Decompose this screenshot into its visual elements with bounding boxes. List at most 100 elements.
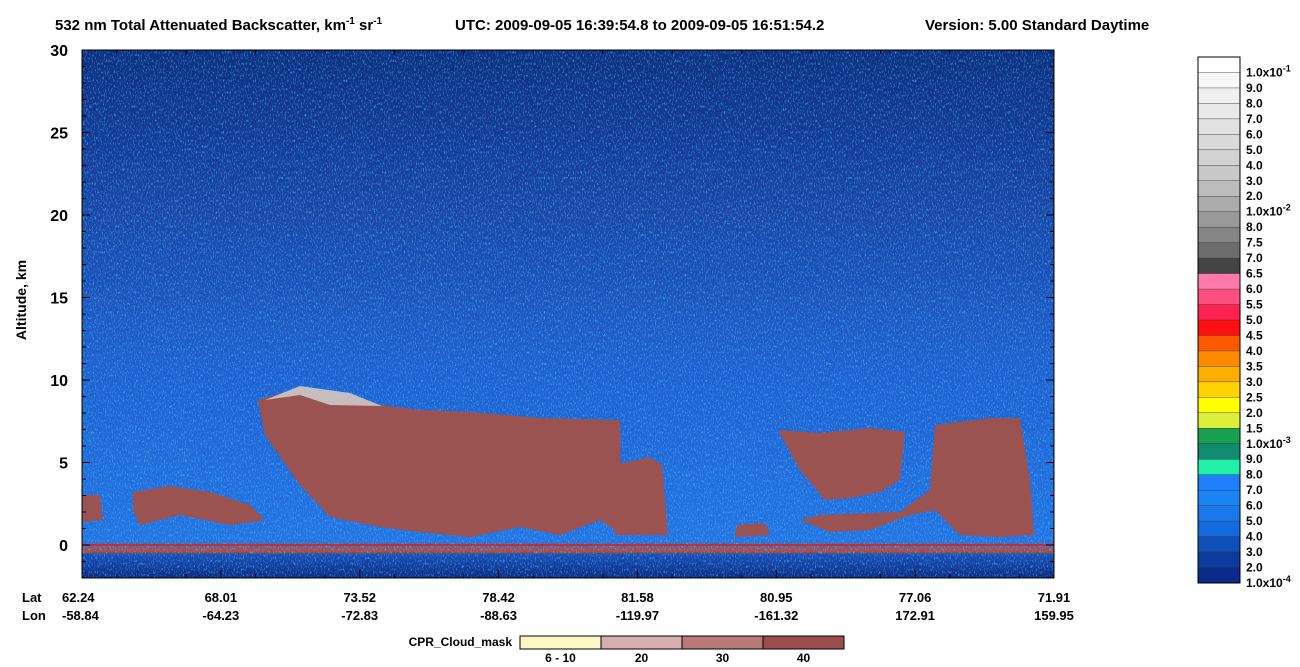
colorbar-swatch xyxy=(1197,257,1241,274)
colorbar: 1.0x10-19.08.07.06.05.04.03.02.01.0x10-2… xyxy=(1197,56,1291,590)
cloud-feature xyxy=(615,457,668,535)
lat-row-label: Lat xyxy=(22,590,42,605)
colorbar-label: 7.0 xyxy=(1246,251,1263,265)
colorbar-swatch xyxy=(1197,273,1241,290)
colorbar-label: 5.0 xyxy=(1246,143,1263,157)
colorbar-swatch xyxy=(1197,474,1241,491)
cloud-mask-bin-label: 30 xyxy=(716,651,730,665)
lat-tick-label: 73.52 xyxy=(343,590,376,605)
y-tick-label: 20 xyxy=(50,208,68,225)
lon-row-label: Lon xyxy=(22,608,46,623)
colorbar-swatch xyxy=(1197,118,1241,135)
colorbar-label: 3.0 xyxy=(1246,545,1263,559)
colorbar-swatch xyxy=(1197,428,1241,445)
colorbar-label: 3.5 xyxy=(1246,359,1263,373)
colorbar-swatch xyxy=(1197,165,1241,182)
colorbar-swatch xyxy=(1197,567,1241,584)
y-tick-label: 10 xyxy=(50,373,68,390)
colorbar-label: 5.0 xyxy=(1246,313,1263,327)
colorbar-label: 8.0 xyxy=(1246,468,1263,482)
lat-tick-label: 77.06 xyxy=(899,590,932,605)
colorbar-label: 2.0 xyxy=(1246,406,1263,420)
colorbar-label: 2.5 xyxy=(1246,390,1263,404)
lat-tick-label: 78.42 xyxy=(482,590,515,605)
colorbar-label: 1.5 xyxy=(1246,421,1263,435)
cloud-feature xyxy=(133,486,265,525)
colorbar-label: 9.0 xyxy=(1246,81,1263,95)
colorbar-frame xyxy=(1197,56,1241,584)
y-axis-label: Altitude, km xyxy=(13,260,29,340)
y-tick-label: 25 xyxy=(50,126,68,143)
colorbar-swatch xyxy=(1197,304,1241,321)
colorbar-label: 7.5 xyxy=(1246,236,1263,250)
colorbar-swatch xyxy=(1197,242,1241,259)
colorbar-swatch xyxy=(1197,381,1241,398)
y-tick-label: 0 xyxy=(59,538,68,555)
lat-tick-label: 71.91 xyxy=(1038,590,1071,605)
colorbar-label: 4.0 xyxy=(1246,344,1263,358)
colorbar-swatch xyxy=(1197,288,1241,305)
lon-tick-label: -72.83 xyxy=(341,608,378,623)
cloud-mask-swatch xyxy=(519,635,602,650)
colorbar-label: 2.0 xyxy=(1246,561,1263,575)
colorbar-label: 3.0 xyxy=(1246,375,1263,389)
colorbar-label: 6.0 xyxy=(1246,127,1263,141)
colorbar-swatch xyxy=(1197,87,1241,104)
cloud-feature xyxy=(258,388,622,537)
colorbar-label: 4.0 xyxy=(1246,158,1263,172)
lon-tick-label: -58.84 xyxy=(62,608,100,623)
colorbar-label: 8.0 xyxy=(1246,96,1263,110)
colorbar-swatch xyxy=(1197,489,1241,507)
colorbar-label: 8.0 xyxy=(1246,220,1263,234)
cloud-feature xyxy=(778,428,905,500)
colorbar-swatch xyxy=(1197,366,1241,383)
colorbar-swatch xyxy=(1197,319,1241,336)
cloud-mask-bin-label: 40 xyxy=(797,651,811,665)
colorbar-label: 7.0 xyxy=(1246,112,1263,126)
colorbar-swatch xyxy=(1197,459,1241,476)
colorbar-swatch xyxy=(1197,196,1241,213)
lon-tick-label: -88.63 xyxy=(480,608,517,623)
lon-tick-label: 172.91 xyxy=(895,608,935,623)
colorbar-label: 5.0 xyxy=(1246,514,1263,528)
chart-title: 532 nm Total Attenuated Backscatter, km-… xyxy=(55,16,383,34)
colorbar-label: 5.5 xyxy=(1246,298,1263,312)
plot-area xyxy=(82,50,1054,578)
colorbar-swatch xyxy=(1197,226,1241,244)
colorbar-label: 4.0 xyxy=(1246,530,1263,544)
colorbar-label: 6.0 xyxy=(1246,282,1263,296)
colorbar-swatch xyxy=(1197,412,1241,429)
colorbar-label: 1.0x10-2 xyxy=(1246,203,1291,219)
lon-tick-label: -64.23 xyxy=(202,608,239,623)
colorbar-swatch xyxy=(1197,72,1241,89)
colorbar-swatch xyxy=(1197,335,1241,352)
colorbar-swatch xyxy=(1197,134,1241,151)
cloud-feature xyxy=(800,418,1034,537)
cloud-mask-swatch xyxy=(681,635,764,650)
lat-tick-label: 81.58 xyxy=(621,590,654,605)
colorbar-swatch xyxy=(1197,536,1241,553)
chart-version: Version: 5.00 Standard Daytime xyxy=(925,17,1149,34)
colorbar-swatch xyxy=(1197,56,1241,73)
colorbar-label: 2.0 xyxy=(1246,189,1263,203)
y-tick-label: 15 xyxy=(50,291,68,308)
colorbar-swatch xyxy=(1197,103,1241,120)
colorbar-label: 6.0 xyxy=(1246,499,1263,513)
cloud-feature xyxy=(735,523,770,537)
colorbar-swatch xyxy=(1197,551,1241,568)
cloud-top-highlight xyxy=(265,386,382,406)
colorbar-label: 1.0x10-3 xyxy=(1246,435,1291,451)
chart-utc-range: UTC: 2009-09-05 16:39:54.8 to 2009-09-05… xyxy=(455,17,824,34)
colorbar-label: 1.0x10-4 xyxy=(1246,574,1291,590)
colorbar-swatch xyxy=(1197,149,1241,166)
cloud-mask-bin-label: 6 - 10 xyxy=(545,651,576,665)
colorbar-swatch xyxy=(1197,211,1241,228)
lon-tick-label: -161.32 xyxy=(754,608,798,623)
cloud-mask-legend: CPR_Cloud_mask 6 - 10 20 30 40 xyxy=(409,635,845,665)
y-tick-label: 30 xyxy=(50,43,68,60)
colorbar-label: 3.0 xyxy=(1246,174,1263,188)
lat-tick-label: 62.24 xyxy=(62,590,95,605)
colorbar-swatch xyxy=(1197,520,1241,537)
colorbar-label: 7.0 xyxy=(1246,483,1263,497)
